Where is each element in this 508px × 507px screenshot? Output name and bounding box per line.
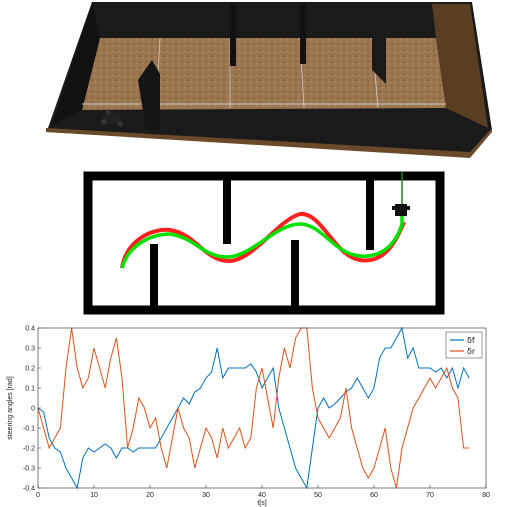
y-tick-labels: 0.4 0.3 0.2 0.1 0 -0.1 -0.2 -0.3 -0.4	[23, 326, 41, 493]
legend-box	[445, 331, 483, 359]
series-line-2	[37, 327, 470, 489]
arena-rim	[46, 128, 492, 158]
x-tick-label: 50	[314, 492, 322, 499]
map-outer-wall	[83, 171, 445, 315]
arena-right-wall	[432, 4, 488, 128]
robot-marker-icon	[392, 204, 410, 216]
arena-floor	[82, 38, 446, 110]
inner-wall	[300, 4, 306, 64]
x-tick-labels: 0 10 20 30 40 50 60 70 80	[36, 485, 490, 499]
y-tick-label: 0.3	[25, 346, 35, 353]
inner-wall	[372, 4, 386, 84]
y-tick-label: 0.1	[25, 386, 35, 393]
robot-icon	[101, 109, 123, 127]
x-tick-label: 40	[258, 492, 266, 499]
y-tick-label: 0.2	[25, 366, 35, 373]
y-tick-label: -0.2	[23, 446, 35, 453]
x-tick-label: 80	[482, 492, 490, 499]
x-tick-label: 10	[90, 492, 98, 499]
y-tick-label: -0.3	[23, 466, 35, 473]
x-tick-label: 0	[36, 492, 40, 499]
legend-label-2: δr	[467, 347, 476, 356]
legend: δf δr	[445, 331, 483, 359]
x-tick-label: 60	[370, 492, 378, 499]
x-tick-label: 30	[202, 492, 210, 499]
inner-wall	[230, 4, 236, 66]
inner-wall	[138, 60, 160, 130]
y-tick-label: -0.4	[23, 486, 35, 493]
plot-axes-box	[37, 327, 487, 489]
x-tick-label: 20	[146, 492, 154, 499]
simulation-scene	[46, 2, 492, 158]
x-axis-label: t[s]	[257, 500, 266, 507]
plot-series-group	[37, 326, 470, 490]
reference-path	[120, 206, 404, 269]
legend-label-1: δf	[467, 336, 475, 345]
steering-angle-plot: 0 10 20 30 40 50 60 70 80 0.4 0.3 0.2 0.1 0 -0.1 -0.2 -…	[7, 326, 490, 507]
arena-left-wall	[52, 4, 100, 126]
y-axis-label: steering angles [rad]	[7, 376, 14, 439]
y-tick-label: -0.1	[23, 426, 35, 433]
y-tick-label: 0	[31, 406, 35, 413]
occupancy-map	[83, 171, 445, 315]
x-tick-label: 70	[426, 492, 434, 499]
y-tick-label: 0.4	[25, 326, 35, 333]
series-line-1	[37, 326, 470, 490]
